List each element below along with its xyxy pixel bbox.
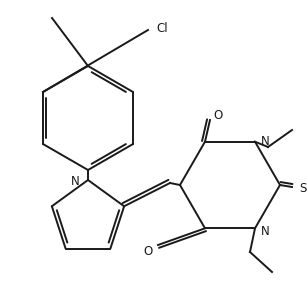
Text: S: S [299,182,306,195]
Text: N: N [261,135,270,148]
Text: O: O [213,109,222,122]
Text: N: N [71,175,80,188]
Text: N: N [261,225,270,238]
Text: Cl: Cl [156,22,168,35]
Text: O: O [144,245,153,258]
